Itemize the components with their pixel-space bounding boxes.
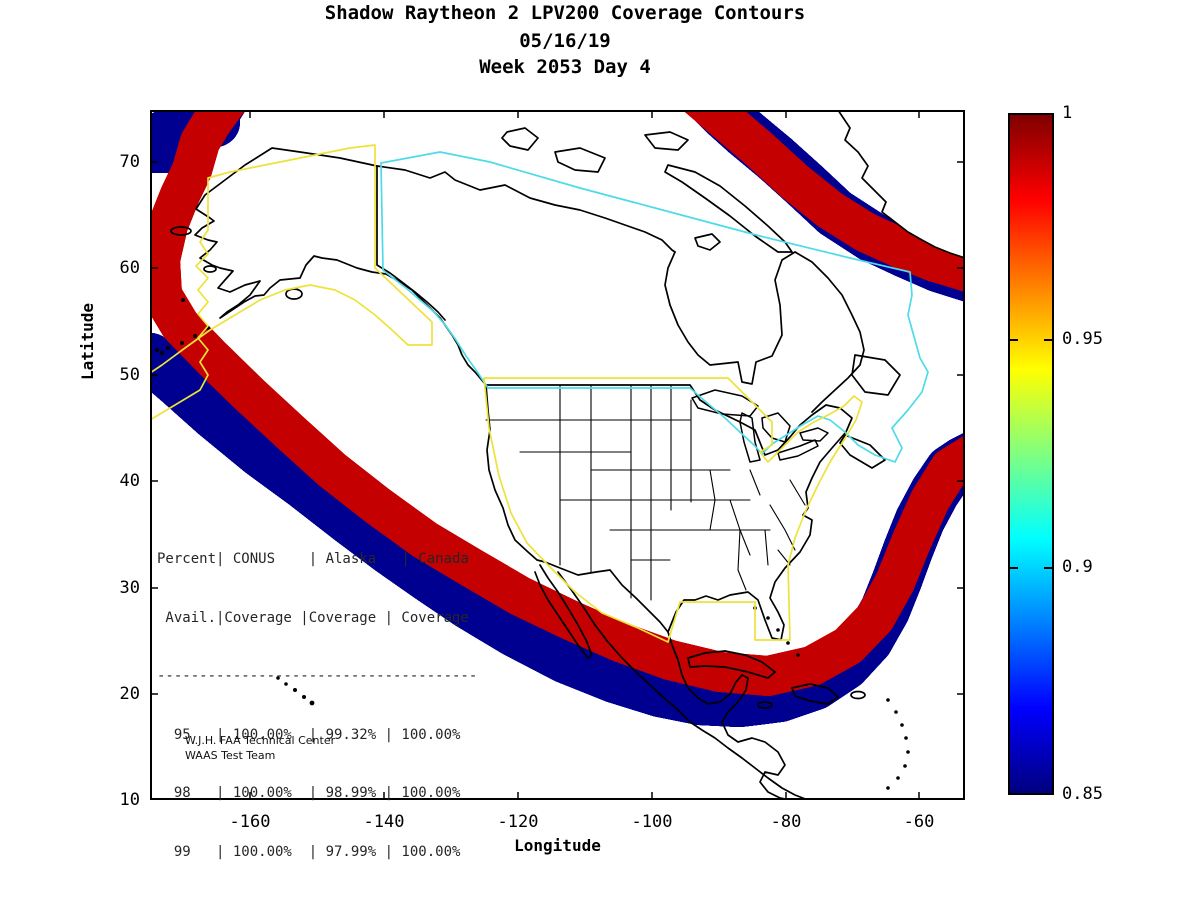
- y-tick-70: 70: [119, 152, 140, 172]
- labrador-coast: [794, 251, 865, 413]
- x-tick-120: -120: [497, 812, 539, 832]
- colorbar-label-1: 1: [1062, 103, 1073, 123]
- canada-service-boundary: [380, 151, 929, 463]
- coverage-map: [150, 110, 965, 800]
- colorbar-tick-095-right: [1044, 339, 1052, 341]
- greenland-coast: [837, 110, 965, 259]
- table-separator: --------------------------------------: [157, 668, 478, 684]
- y-tick-50: 50: [119, 365, 140, 385]
- alaska-canada-border: [376, 165, 446, 321]
- credit-line2: WAAS Test Team: [185, 749, 276, 762]
- baja-california: [534, 564, 593, 659]
- x-tick-160: -160: [229, 812, 271, 832]
- hudson-bay-coast: [664, 251, 796, 385]
- jamaica: [757, 701, 773, 709]
- state-borders: [485, 384, 806, 601]
- x-tick-60: -60: [903, 812, 935, 832]
- hispaniola: [791, 683, 839, 705]
- coastlines: [155, 110, 965, 800]
- credit-line1: W.J.H. FAA Technical Center: [185, 734, 336, 747]
- lake-michigan: [739, 412, 761, 463]
- x-axis-label: Longitude: [514, 836, 601, 855]
- table-row: 95 | 100.00% | 99.32% | 100.00%: [157, 726, 461, 743]
- y-tick-10: 10: [119, 790, 140, 810]
- axis-ticks: [150, 110, 965, 800]
- y-tick-20: 20: [119, 684, 140, 704]
- x-tick-100: -100: [631, 812, 673, 832]
- nunivak-island: [203, 265, 217, 273]
- st-lawrence-island: [170, 226, 192, 236]
- table-header-row2: Avail.|Coverage |Coverage | Coverage: [157, 609, 469, 626]
- colorbar: [1008, 113, 1054, 795]
- colorbar-tick-095-left: [1010, 339, 1018, 341]
- y-tick-30: 30: [119, 578, 140, 598]
- axes-frame: [150, 110, 965, 800]
- alaska-service-boundary: [150, 144, 433, 421]
- puerto-rico: [850, 690, 866, 700]
- lesser-antilles: [886, 698, 910, 790]
- conus-outline: [485, 384, 853, 641]
- victoria-island: [554, 147, 606, 173]
- availability-table: Percent| CONUS | Alaska | Canada Avail.|…: [157, 511, 477, 900]
- mexico-west-coast: [557, 571, 809, 800]
- mexico-gulf-coast: [667, 631, 791, 800]
- kodiak-island: [285, 288, 303, 300]
- colorbar-label-09: 0.9: [1062, 557, 1093, 577]
- x-tick-80: -80: [770, 812, 802, 832]
- chart-title-line2: 05/16/19: [519, 30, 611, 52]
- southampton-island: [694, 233, 721, 251]
- x-tick-140: -140: [363, 812, 405, 832]
- canada-arctic-coast: [376, 165, 676, 253]
- table-row: 99 | 100.00% | 97.99% | 100.00%: [157, 843, 461, 860]
- chart-title-line3: Week 2053 Day 4: [479, 56, 651, 78]
- newfoundland-island: [851, 354, 901, 396]
- cuba: [687, 650, 776, 679]
- bahamas: [753, 606, 800, 657]
- hawaiian-islands: [160, 351, 315, 706]
- credit-text: W.J.H. FAA Technical Center WAAS Test Te…: [185, 733, 335, 763]
- chart-title-line1: Shadow Raytheon 2 LPV200 Coverage Contou…: [324, 2, 806, 24]
- lake-huron: [761, 412, 791, 443]
- colorbar-label-095: 0.95: [1062, 329, 1103, 349]
- banks-island: [501, 127, 539, 151]
- y-axis-label: Latitude: [78, 302, 97, 380]
- colorbar-tick-090-left: [1010, 567, 1018, 569]
- conus-service-boundary: [483, 377, 863, 643]
- devon-island: [644, 131, 689, 151]
- table-row: 98 | 100.00% | 98.99% | 100.00%: [157, 785, 461, 801]
- table-header-row: Percent| CONUS | Alaska | Canada: [157, 551, 469, 567]
- lake-ontario: [799, 427, 829, 442]
- baffin-island: [664, 164, 793, 253]
- lake-superior: [691, 389, 759, 417]
- y-tick-60: 60: [119, 258, 140, 278]
- y-tick-40: 40: [119, 471, 140, 491]
- alaska-coast: [194, 147, 487, 386]
- colorbar-label-085: 0.85: [1062, 784, 1103, 804]
- nova-scotia: [839, 434, 886, 469]
- great-lakes: [691, 389, 829, 463]
- colorbar-tick-090-right: [1044, 567, 1052, 569]
- lake-erie: [777, 439, 819, 461]
